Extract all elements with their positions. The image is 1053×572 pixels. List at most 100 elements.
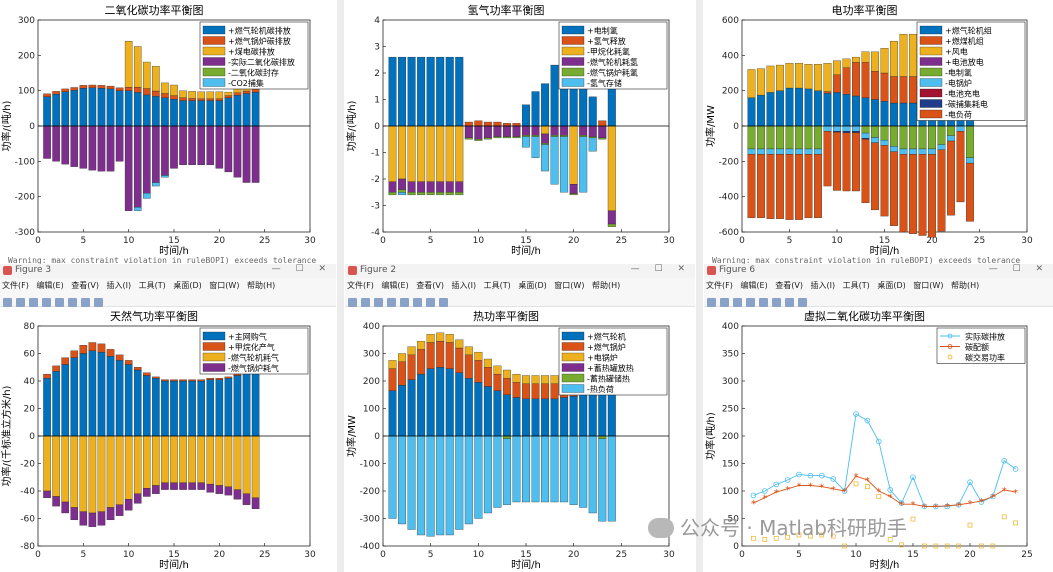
bar — [407, 354, 416, 380]
menu-file[interactable]: 文件(F) — [347, 281, 374, 290]
zoom-icon[interactable] — [400, 298, 409, 307]
menu-help[interactable]: 帮助(H) — [951, 281, 980, 290]
figure3-titlebar[interactable]: Figure 3 — ☐ ✕ — [0, 264, 336, 278]
menu-desktop[interactable]: 桌面(D) — [173, 281, 202, 290]
legend-entry: +煤电碳排放 — [228, 47, 275, 57]
open-icon[interactable] — [16, 298, 25, 307]
menu-window[interactable]: 窗口(W) — [554, 281, 585, 290]
zoom-icon[interactable] — [55, 298, 64, 307]
menu-edit[interactable]: 编辑(E) — [36, 281, 64, 290]
new-figure-icon[interactable] — [707, 298, 716, 307]
bar — [133, 207, 142, 211]
bar — [224, 378, 233, 437]
print-icon[interactable] — [387, 298, 396, 307]
pointer-icon[interactable] — [439, 298, 448, 307]
bar — [522, 375, 530, 384]
legend-icon[interactable] — [785, 298, 794, 307]
legend-icon[interactable] — [81, 298, 90, 307]
legend-swatch — [202, 36, 226, 45]
bar — [795, 63, 803, 89]
bar — [215, 100, 224, 127]
menu-view[interactable]: 查看(V) — [416, 281, 444, 290]
colorbar-icon[interactable] — [413, 298, 422, 307]
save-icon[interactable] — [29, 298, 38, 307]
open-icon[interactable] — [361, 298, 370, 307]
menu-edit[interactable]: 编辑(E) — [381, 281, 409, 290]
x-tick-label: 0 — [380, 550, 386, 560]
bar — [899, 125, 908, 150]
figure6-titlebar[interactable]: Figure 6 — ☐ ✕ — [704, 264, 1053, 278]
menu-file[interactable]: 文件(F) — [2, 281, 29, 290]
bar — [776, 90, 784, 127]
bar — [124, 41, 133, 88]
colorbar-icon[interactable] — [68, 298, 77, 307]
y-axis-label: 功率/(吨/h) — [345, 100, 358, 151]
y-tick-label: 300 — [363, 350, 380, 360]
menu-desktop[interactable]: 桌面(D) — [877, 281, 906, 290]
y-tick-label: -2 — [371, 175, 380, 185]
bar — [880, 139, 889, 146]
print-icon[interactable] — [42, 298, 51, 307]
legend-entry: +燃气锅炉碳排放 — [228, 36, 291, 46]
bar — [899, 76, 908, 104]
pointer-icon[interactable] — [798, 298, 807, 307]
bar — [947, 140, 955, 216]
bar — [588, 96, 597, 127]
point — [762, 537, 768, 542]
menu-window[interactable]: 窗口(W) — [209, 281, 240, 290]
bar — [179, 482, 187, 490]
menu-desktop[interactable]: 桌面(D) — [518, 281, 547, 290]
bar — [541, 144, 550, 172]
bar — [152, 378, 160, 437]
menu-window[interactable]: 窗口(W) — [913, 281, 944, 290]
colorbar-icon[interactable] — [772, 298, 781, 307]
bar — [215, 485, 224, 494]
zoom-icon[interactable] — [759, 298, 768, 307]
window-controls-icon[interactable]: — ☐ ✕ — [271, 264, 332, 274]
bar — [928, 125, 936, 150]
bar — [474, 125, 483, 140]
y-tick-label: 0 — [374, 432, 380, 442]
menu-insert[interactable]: 插入(I) — [451, 281, 477, 290]
menu-view[interactable]: 查看(V) — [71, 281, 99, 290]
bar — [852, 131, 860, 133]
new-figure-icon[interactable] — [348, 298, 357, 307]
point: * — [785, 485, 790, 496]
bar — [918, 125, 927, 150]
window-controls-icon[interactable]: — ☐ ✕ — [630, 264, 691, 274]
menu-edit[interactable]: 编辑(E) — [740, 281, 768, 290]
save-icon[interactable] — [374, 298, 383, 307]
figure2-titlebar[interactable]: Figure 2 — ☐ ✕ — [345, 264, 695, 278]
bar — [161, 175, 169, 178]
bar — [426, 125, 435, 182]
print-icon[interactable] — [746, 298, 755, 307]
legend-icon[interactable] — [426, 298, 435, 307]
bar — [776, 148, 784, 155]
open-icon[interactable] — [720, 298, 729, 307]
window-controls-icon[interactable]: — ☐ ✕ — [988, 264, 1049, 274]
bar — [512, 397, 521, 437]
bar — [106, 88, 115, 127]
bar — [757, 94, 765, 127]
menu-insert[interactable]: 插入(I) — [106, 281, 132, 290]
save-icon[interactable] — [733, 298, 742, 307]
menu-tools[interactable]: 工具(T) — [842, 281, 870, 290]
new-figure-icon[interactable] — [3, 298, 12, 307]
menu-view[interactable]: 查看(V) — [775, 281, 803, 290]
menu-help[interactable]: 帮助(H) — [592, 281, 621, 290]
bar — [242, 125, 251, 183]
pointer-icon[interactable] — [94, 298, 103, 307]
menu-tools[interactable]: 工具(T) — [483, 281, 511, 290]
bar — [747, 97, 756, 127]
bar — [909, 148, 917, 155]
menu-file[interactable]: 文件(F) — [706, 281, 733, 290]
bar — [388, 360, 397, 369]
bar — [43, 125, 51, 159]
point — [887, 487, 894, 493]
menu-insert[interactable]: 插入(I) — [810, 281, 836, 290]
legend-entry: -二氧化碳封存 — [228, 68, 279, 78]
menu-help[interactable]: 帮助(H) — [247, 281, 276, 290]
bar — [133, 125, 142, 208]
point — [830, 476, 836, 482]
menu-tools[interactable]: 工具(T) — [138, 281, 166, 290]
